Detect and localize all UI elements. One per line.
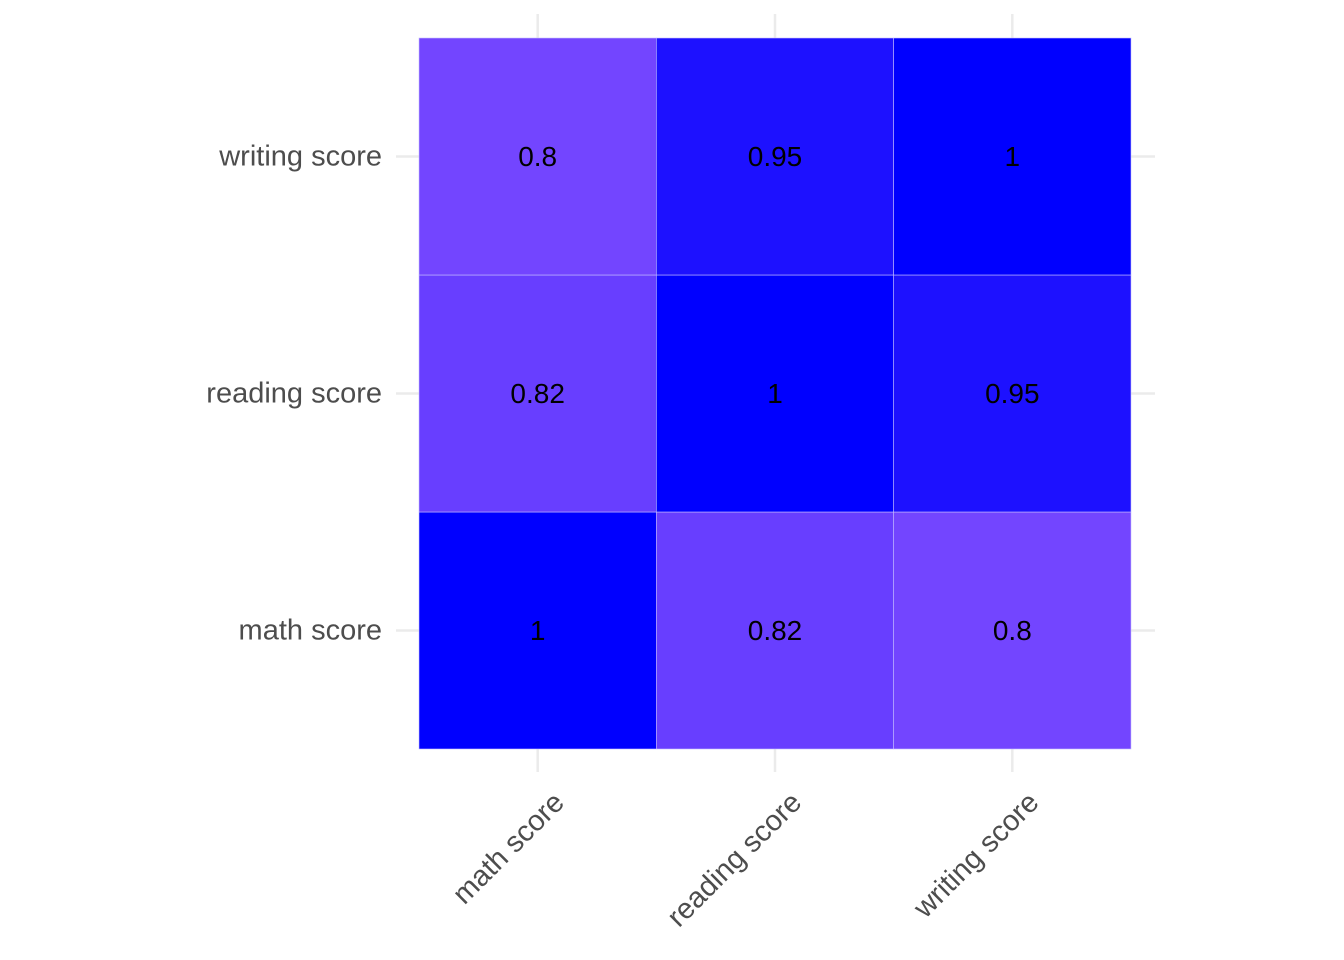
heatmap-cell: [893, 274, 1132, 513]
heatmap-cell: [418, 37, 657, 276]
heatmap-cells: [418, 37, 1132, 750]
cell-value-label: 0.95: [748, 141, 803, 172]
y-tick-label: math score: [239, 615, 382, 647]
y-tick-label: reading score: [206, 378, 382, 410]
cell-value-label: 0.82: [748, 615, 803, 646]
cell-value-labels: 1 0.82 0.8 0.82 1 0.95 0.8 0.95 1: [510, 141, 1039, 646]
cell-value-label: 0.82: [510, 378, 565, 409]
cell-value-label: 0.8: [518, 141, 557, 172]
y-tick-label: writing score: [218, 141, 382, 173]
cell-value-label: 1: [530, 615, 546, 646]
heatmap-cell: [656, 274, 894, 513]
heatmap-cell: [656, 37, 894, 276]
x-axis-tick-labels: math score reading score writing score: [447, 786, 1046, 933]
x-tick-label: math score: [447, 786, 571, 910]
x-tick-label: writing score: [907, 786, 1045, 924]
y-axis-tick-labels: math score reading score writing score: [206, 141, 382, 647]
cell-value-label: 1: [767, 378, 783, 409]
cell-value-label: 0.8: [993, 615, 1032, 646]
heatmap-cell: [418, 511, 657, 750]
heatmap-cell: [893, 37, 1132, 276]
x-tick-label: reading score: [661, 786, 808, 933]
cell-value-label: 1: [1005, 141, 1021, 172]
heatmap-cell: [656, 511, 894, 750]
cell-value-label: 0.95: [985, 378, 1040, 409]
heatmap-cell: [893, 511, 1132, 750]
